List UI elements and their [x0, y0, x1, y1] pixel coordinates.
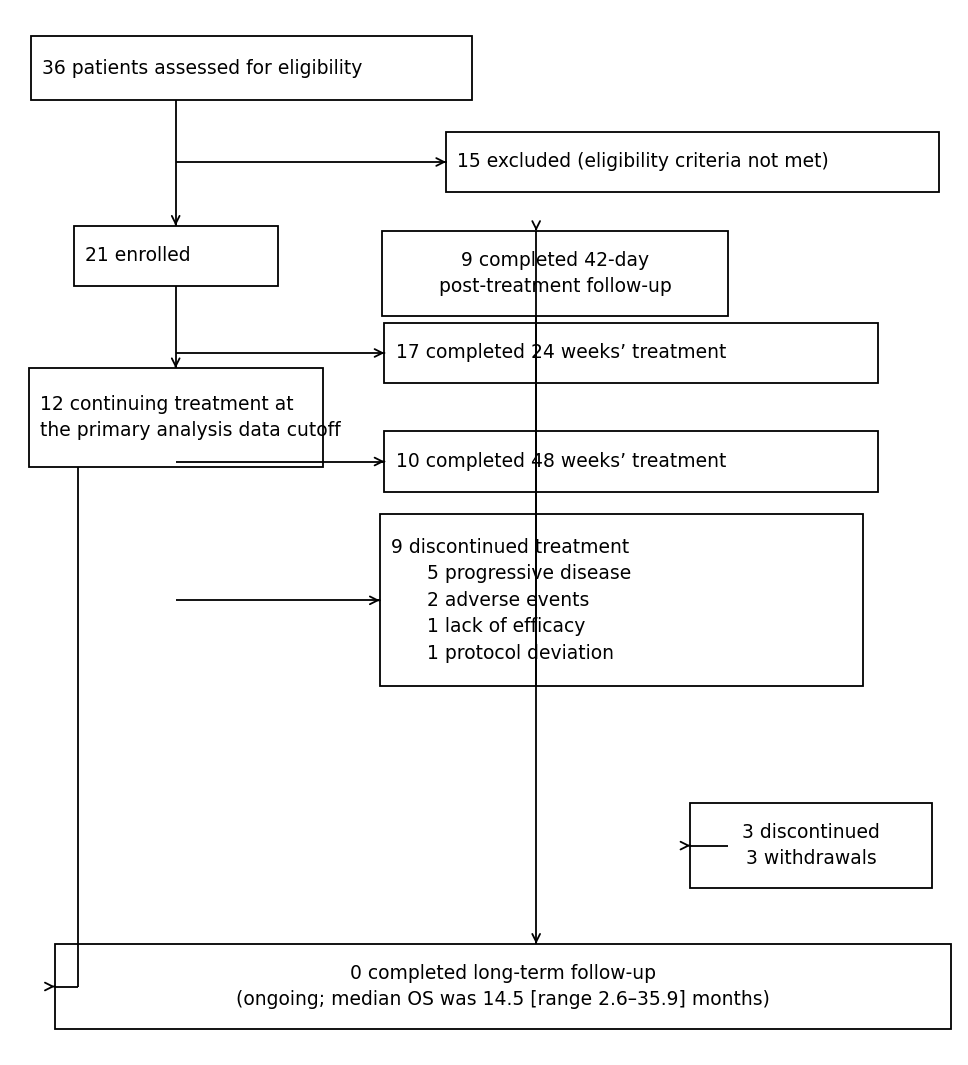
FancyBboxPatch shape [384, 431, 878, 492]
FancyBboxPatch shape [379, 514, 863, 687]
Text: 0 completed long-term follow-up
(ongoing; median OS was 14.5 [range 2.6–35.9] mo: 0 completed long-term follow-up (ongoing… [236, 964, 770, 1010]
FancyBboxPatch shape [31, 36, 472, 100]
FancyBboxPatch shape [29, 368, 322, 468]
Text: 3 discontinued
3 withdrawals: 3 discontinued 3 withdrawals [742, 823, 880, 868]
FancyBboxPatch shape [690, 803, 932, 888]
FancyBboxPatch shape [55, 944, 952, 1029]
Text: 17 completed 24 weeks’ treatment: 17 completed 24 weeks’ treatment [396, 344, 726, 362]
Text: 10 completed 48 weeks’ treatment: 10 completed 48 weeks’ treatment [396, 452, 726, 471]
Text: 15 excluded (eligibility criteria not met): 15 excluded (eligibility criteria not me… [458, 152, 830, 171]
Text: 12 continuing treatment at
the primary analysis data cutoff: 12 continuing treatment at the primary a… [40, 395, 341, 441]
Text: 36 patients assessed for eligibility: 36 patients assessed for eligibility [43, 59, 363, 78]
FancyBboxPatch shape [446, 132, 939, 193]
FancyBboxPatch shape [384, 323, 878, 383]
Text: 21 enrolled: 21 enrolled [85, 246, 191, 265]
FancyBboxPatch shape [382, 231, 728, 316]
Text: 9 discontinued treatment
      5 progressive disease
      2 adverse events
    : 9 discontinued treatment 5 progressive d… [391, 538, 631, 662]
Text: 9 completed 42-day
post-treatment follow-up: 9 completed 42-day post-treatment follow… [439, 251, 672, 296]
FancyBboxPatch shape [74, 226, 278, 286]
